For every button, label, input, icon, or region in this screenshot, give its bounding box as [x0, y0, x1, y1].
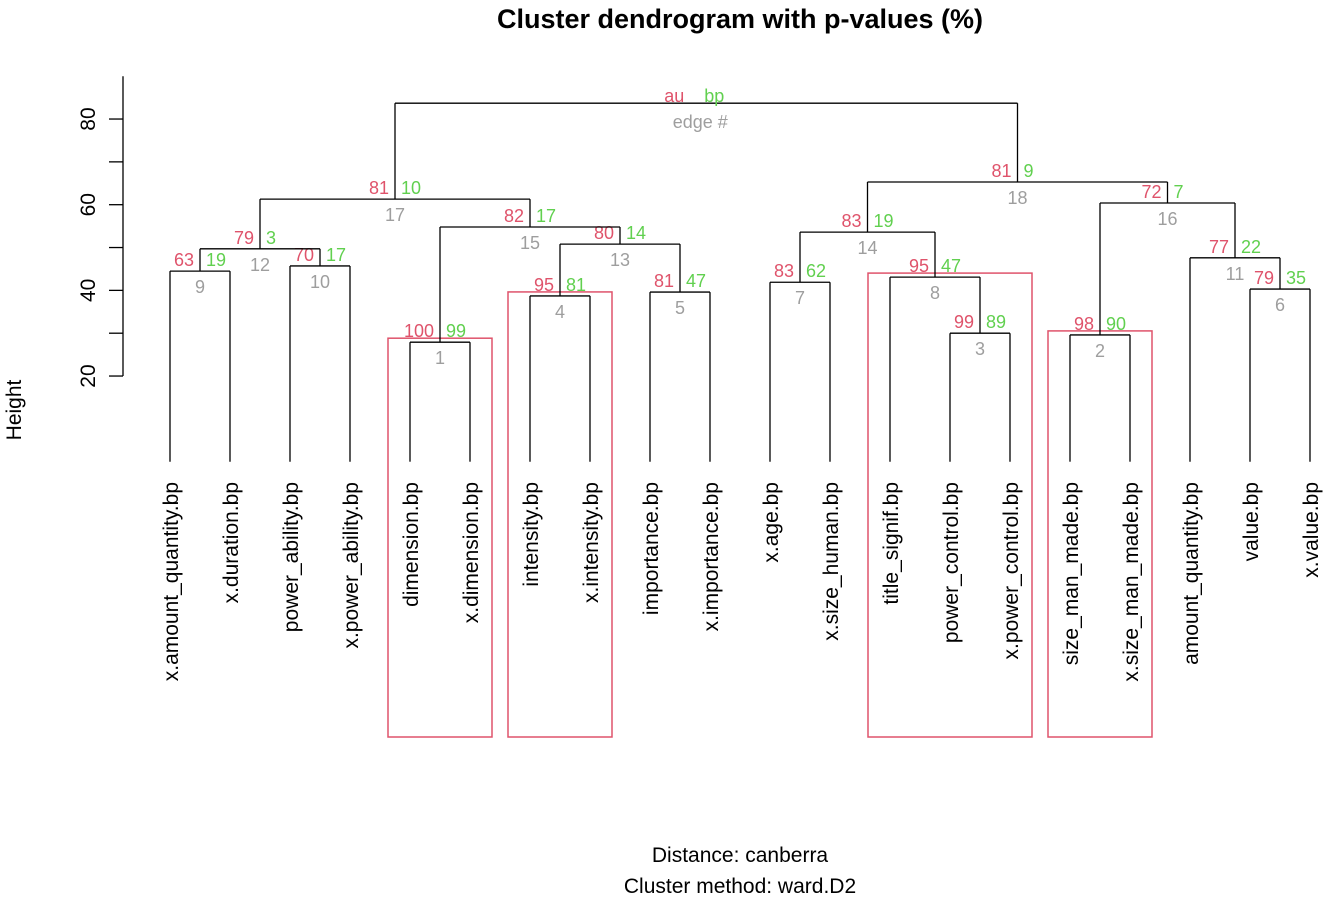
bp-label: 19 [874, 211, 894, 231]
leaf-label: x.value.bp [1300, 482, 1323, 578]
bp-label: 9 [1024, 161, 1034, 181]
edge-label: 8 [930, 283, 940, 303]
edge-label: 6 [1275, 295, 1285, 315]
au-label: 63 [174, 250, 194, 270]
edge-label: 7 [795, 288, 805, 308]
edge-label: 17 [385, 205, 405, 225]
bp-label: 7 [1174, 182, 1184, 202]
y-tick-label: 40 [77, 279, 100, 302]
bp-label: 99 [446, 321, 466, 341]
leaf-label: x.power_ability.bp [340, 482, 363, 649]
bp-label: 90 [1106, 314, 1126, 334]
bp-label: 89 [986, 312, 1006, 332]
leaf-label: value.bp [1240, 482, 1263, 561]
bp-label: 81 [566, 275, 586, 295]
au-label: 81 [369, 178, 389, 198]
au-label: 77 [1209, 237, 1229, 257]
y-tick-label: 80 [77, 107, 100, 130]
edge-label: 12 [250, 255, 270, 275]
leaf-label: x.duration.bp [220, 482, 243, 603]
au-label: 98 [1074, 314, 1094, 334]
edge-label: 3 [975, 339, 985, 359]
leaf-label: power_control.bp [940, 482, 963, 643]
edge-label: 5 [675, 298, 685, 318]
bp-label: 14 [626, 223, 646, 243]
edge-label: 4 [555, 302, 565, 322]
au-label: 99 [954, 312, 974, 332]
leaf-label: size_man_made.bp [1060, 482, 1083, 665]
edge-label: 9 [195, 277, 205, 297]
leaf-label: x.size_man_made.bp [1120, 482, 1143, 682]
bp-label: 17 [536, 206, 556, 226]
edge-label: 16 [1157, 209, 1177, 229]
au-label: 80 [594, 223, 614, 243]
y-axis-label: Height [3, 379, 26, 440]
subtitle: Distance: canberra [652, 844, 829, 867]
bp-label: 35 [1286, 268, 1306, 288]
legend-bp: bp [704, 86, 724, 106]
leaf-label: x.power_control.bp [1000, 482, 1023, 659]
edge-label: 11 [1226, 264, 1245, 284]
chart-title: Cluster dendrogram with p-values (%) [497, 4, 983, 34]
y-tick-label: 60 [77, 193, 100, 216]
bp-label: 10 [401, 178, 421, 198]
edge-label: 2 [1095, 341, 1105, 361]
edge-label: 1 [435, 348, 445, 368]
leaf-label: intensity.bp [520, 482, 543, 587]
leaf-label: x.dimension.bp [460, 482, 483, 623]
au-label: 79 [234, 228, 254, 248]
au-label: 72 [1141, 182, 1161, 202]
leaf-label: title_signif.bp [880, 482, 903, 605]
legend-au: au [664, 86, 684, 106]
au-label: 82 [504, 206, 524, 226]
au-label: 70 [294, 245, 314, 265]
leaf-label: importance.bp [640, 482, 663, 615]
leaf-label: amount_quantity.bp [1180, 482, 1203, 665]
bp-label: 47 [686, 271, 706, 291]
bp-label: 62 [806, 261, 826, 281]
legend-edge: edge # [673, 112, 728, 132]
leaf-label: x.intensity.bp [580, 482, 603, 603]
edge-label: 10 [310, 272, 330, 292]
edge-label: 18 [1007, 188, 1027, 208]
leaf-label: x.importance.bp [700, 482, 723, 631]
leaf-label: x.size_human.bp [820, 482, 843, 641]
leaf-label: power_ability.bp [280, 482, 303, 632]
bp-label: 47 [941, 256, 961, 276]
subtitle: Cluster method: ward.D2 [624, 875, 856, 897]
leaf-label: x.age.bp [760, 482, 783, 563]
au-label: 83 [774, 261, 794, 281]
bp-label: 19 [206, 250, 226, 270]
bp-label: 17 [326, 245, 346, 265]
au-label: 79 [1254, 268, 1274, 288]
au-label: 95 [909, 256, 929, 276]
au-label: 95 [534, 275, 554, 295]
au-label: 83 [841, 211, 861, 231]
au-label: 81 [654, 271, 674, 291]
edge-label: 15 [520, 233, 540, 253]
au-label: 100 [404, 321, 434, 341]
cluster-box [867, 272, 1033, 738]
leaf-label: dimension.bp [400, 482, 423, 607]
au-label: 81 [991, 161, 1011, 181]
bp-label: 22 [1241, 237, 1261, 257]
edge-label: 14 [857, 238, 877, 258]
edge-label: 13 [610, 250, 630, 270]
y-tick-label: 20 [77, 364, 100, 387]
bp-label: 3 [266, 228, 276, 248]
leaf-label: x.amount_quantity.bp [160, 482, 183, 681]
